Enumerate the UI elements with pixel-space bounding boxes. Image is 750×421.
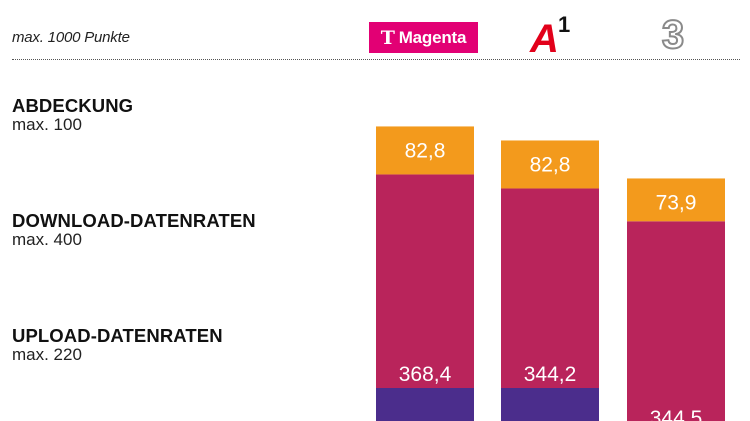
legend-abdeckung-max: max. 100: [12, 115, 82, 134]
bar-download-3: [627, 221, 725, 421]
brand-a1-logo: A 1: [529, 12, 570, 56]
bar-upload-magenta: [376, 388, 474, 421]
label-download-a1: 344,2: [524, 363, 577, 386]
legend-upload-max: max. 220: [12, 345, 82, 364]
brand-a1-digit: 1: [558, 12, 570, 37]
legend-abdeckung-title: ABDECKUNG: [12, 95, 134, 116]
brand-a1-letter: A: [529, 17, 559, 56]
bar-download-a1: [501, 188, 599, 388]
label-download-magenta: 368,4: [399, 363, 452, 386]
legend-abdeckung: ABDECKUNG max. 100: [12, 96, 133, 134]
brand-magenta-label: Magenta: [398, 27, 467, 47]
divider-line: [12, 59, 740, 60]
legend-download: DOWNLOAD-DATENRATEN max. 400: [12, 211, 256, 249]
bar-download-magenta: [376, 174, 474, 388]
brand-three-logo: 3: [661, 12, 685, 54]
label-abdeckung-magenta: 82,8: [405, 139, 446, 162]
label-abdeckung-a1: 82,8: [530, 153, 571, 176]
bar-abdeckung-3: [627, 178, 725, 222]
legend-upload: UPLOAD-DATENRATEN max. 220: [12, 326, 223, 364]
legend-download-title: DOWNLOAD-DATENRATEN: [12, 210, 256, 231]
brand-magenta-logo: T Magenta: [369, 22, 478, 53]
legend-upload-title: UPLOAD-DATENRATEN: [12, 325, 223, 346]
legend-download-max: max. 400: [12, 230, 82, 249]
label-download-3: 344,5: [650, 407, 703, 421]
label-abdeckung-3: 73,9: [656, 191, 697, 214]
bar-upload-a1: [501, 388, 599, 421]
bar-abdeckung-magenta: [376, 126, 474, 175]
bar-abdeckung-a1: [501, 140, 599, 189]
max-points-note: max. 1000 Punkte: [12, 29, 130, 46]
brand-three-digit: 3: [662, 13, 684, 54]
telekom-t-icon: T: [380, 26, 395, 49]
